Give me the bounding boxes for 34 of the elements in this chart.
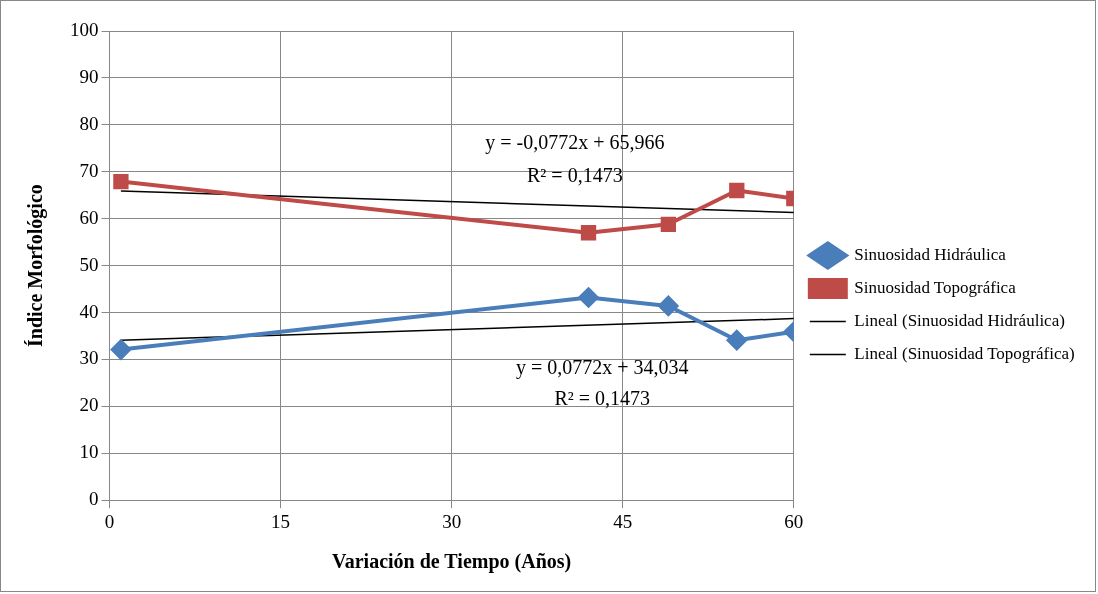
- x-axis-title: Variación de Tiempo (Años): [332, 550, 572, 574]
- legend-label: Sinuosidad Topográfica: [854, 277, 1017, 297]
- y-tick-label: 80: [79, 112, 99, 134]
- point: [660, 216, 677, 232]
- y-tick-label: 30: [79, 347, 99, 369]
- x-tick-label: 45: [613, 510, 633, 532]
- legend-label: Sinuosidad Hidráulica: [854, 244, 1007, 264]
- y-tick-label: 70: [79, 159, 99, 181]
- legend-label: Lineal (Sinuosidad Topográfica): [854, 343, 1075, 363]
- point: [658, 295, 679, 316]
- y-tick-label: 90: [79, 65, 99, 87]
- y-axis-title: Índice Morfológico: [24, 184, 48, 347]
- x-tick-label: 60: [784, 510, 804, 532]
- point: [110, 339, 131, 360]
- y-tick-label: 10: [79, 441, 99, 463]
- x-tick-label: 15: [271, 510, 291, 532]
- y-tick-label: 20: [79, 394, 99, 416]
- x-tick-label: 0: [104, 510, 115, 532]
- point: [578, 287, 599, 308]
- point: [726, 330, 747, 351]
- annotation: y = -0,0772x + 65,966: [485, 130, 665, 154]
- legend-label: Lineal (Sinuosidad Hidráulica): [854, 310, 1065, 330]
- y-tick-label: 40: [79, 300, 99, 322]
- y-tick-label: 60: [79, 206, 99, 228]
- x-tick-label: 30: [442, 510, 462, 532]
- y-tick-label: 100: [70, 18, 99, 40]
- point: [729, 182, 745, 199]
- annotation: y = 0,0772x + 34,034: [515, 356, 689, 380]
- annotation: R² = 0,1473: [527, 163, 623, 186]
- annotation: R² = 0,1473: [554, 386, 651, 409]
- y-tick-label: 50: [79, 253, 99, 275]
- point: [580, 225, 597, 241]
- y-tick-label: 0: [89, 488, 99, 510]
- point: [113, 173, 129, 190]
